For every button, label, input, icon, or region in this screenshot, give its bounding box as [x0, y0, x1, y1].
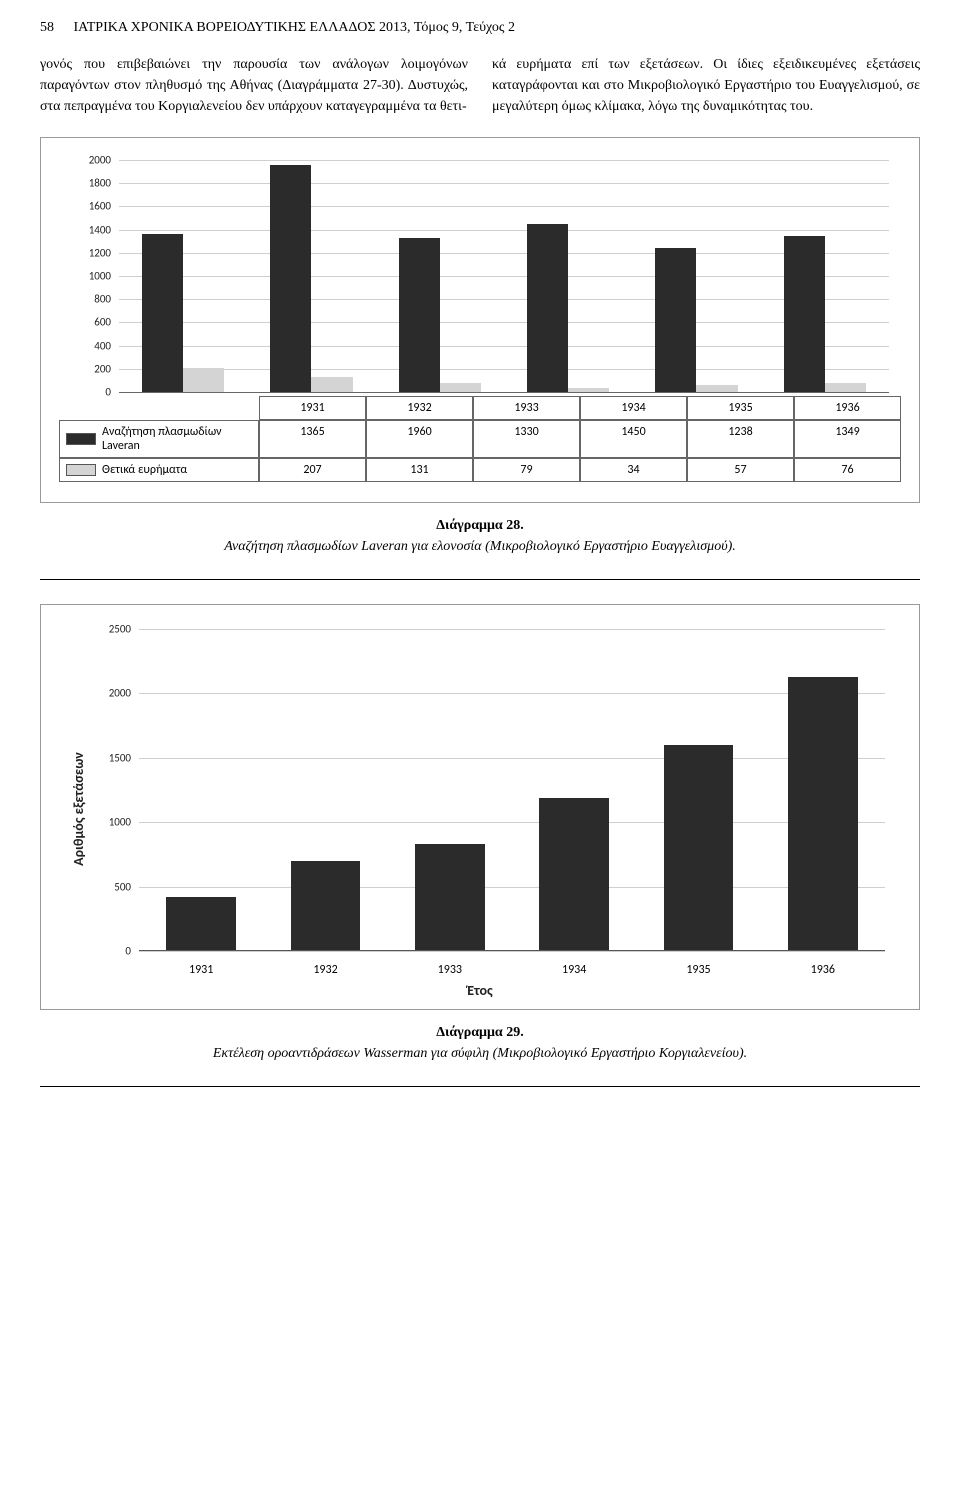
chart29-xcat: 1931 — [139, 963, 263, 977]
chart28-bar-light — [183, 368, 224, 392]
chart28-bar-dark — [399, 238, 440, 392]
chart28-ytick: 1600 — [89, 200, 111, 213]
chart28-ytick: 200 — [94, 362, 111, 375]
chart29-plot: 05001000150020002500 — [139, 629, 885, 951]
chart29-xcat: 1936 — [761, 963, 885, 977]
chart28-bar-dark — [655, 248, 696, 392]
body-col-right: κά ευρήματα επί των εξετάσεων. Οι ίδιες … — [492, 54, 920, 117]
chart28-bar-light — [440, 383, 481, 392]
chart28-value-cell: 207 — [259, 458, 366, 482]
chart28-bar-dark — [784, 236, 825, 392]
chart28-value-cell: 1349 — [794, 420, 901, 458]
chart29-bar — [166, 897, 236, 951]
chart28-ytick: 400 — [94, 339, 111, 352]
chart28-value-cell: 76 — [794, 458, 901, 482]
chart28-ytick: 800 — [94, 293, 111, 306]
chart28-value-cell: 57 — [687, 458, 794, 482]
chart28-ytick: 1400 — [89, 223, 111, 236]
caption-29: Διάγραμμα 29. Εκτέλεση οροαντιδράσεων Wa… — [40, 1022, 920, 1064]
legend-swatch — [66, 433, 96, 445]
chart29-baseline — [139, 950, 885, 951]
chart29-ytick: 2500 — [109, 623, 131, 636]
legend-swatch — [66, 464, 96, 476]
caption-28: Διάγραμμα 28. Αναζήτηση πλασμωδίων Laver… — [40, 515, 920, 557]
chart28-value-cell: 79 — [473, 458, 580, 482]
chart28-bar-light — [825, 383, 866, 392]
divider-2 — [40, 1086, 920, 1087]
legend-label: Αναζήτηση πλασμωδίων Laveran — [102, 425, 252, 453]
body-text: γονός που επιβεβαιώνει την παρουσία των … — [40, 54, 920, 117]
chart28-year-cell: 1934 — [580, 396, 687, 420]
chart29-ytick: 1500 — [109, 751, 131, 764]
chart28-bar-dark — [270, 165, 311, 392]
caption-29-text: Εκτέλεση οροαντιδράσεων Wasserman για σύ… — [213, 1046, 747, 1061]
chart29-xcat: 1935 — [636, 963, 760, 977]
legend-label: Θετικά ευρήματα — [102, 463, 187, 477]
chart28-value-cell: 1365 — [259, 420, 366, 458]
chart28-bar-dark — [142, 234, 183, 392]
chart29-bar — [415, 844, 485, 951]
caption-29-title: Διάγραμμα 29. — [40, 1022, 920, 1043]
chart29-ytick: 1000 — [109, 816, 131, 829]
chart28-series-head: Θετικά ευρήματα — [59, 458, 259, 482]
chart29-xcat: 1933 — [388, 963, 512, 977]
chart28-ytick: 600 — [94, 316, 111, 329]
figure-28: 0200400600800100012001400160018002000193… — [40, 137, 920, 503]
chart28-ytick: 2000 — [89, 154, 111, 167]
chart28-year-cell: 1931 — [259, 396, 366, 420]
chart28-value-cell: 1330 — [473, 420, 580, 458]
caption-28-text: Αναζήτηση πλασμωδίων Laveran για ελονοσί… — [224, 539, 736, 554]
chart28-ytick: 1800 — [89, 177, 111, 190]
page-number: 58 — [40, 20, 54, 35]
chart28-bar-dark — [527, 224, 568, 392]
chart28-bar-light — [696, 385, 737, 392]
chart28-year-cell: 1932 — [366, 396, 473, 420]
divider-1 — [40, 579, 920, 580]
running-title: ΙΑΤΡΙΚΑ ΧΡΟΝΙΚΑ ΒΟΡΕΙΟΔΥΤΙΚΗΣ ΕΛΛΑΔΟΣ 20… — [74, 20, 515, 35]
chart28-value-cell: 34 — [580, 458, 687, 482]
chart29-xaxis: 193119321933193419351936 — [139, 963, 885, 977]
caption-28-title: Διάγραμμα 28. — [40, 515, 920, 536]
chart28-year-cell: 1933 — [473, 396, 580, 420]
chart28-value-cell: 1960 — [366, 420, 473, 458]
chart29-ytick: 500 — [114, 880, 131, 893]
figure-29: Αριθμός εξετάσεων 05001000150020002500 1… — [40, 604, 920, 1010]
chart28-year-cell: 1936 — [794, 396, 901, 420]
chart29-bar — [291, 861, 361, 951]
chart28-series-head: Αναζήτηση πλασμωδίων Laveran — [59, 420, 259, 458]
chart28-value-cell: 1238 — [687, 420, 794, 458]
chart28-bar-light — [311, 377, 352, 392]
chart28-year-cell: 1935 — [687, 396, 794, 420]
chart29-ytick: 2000 — [109, 687, 131, 700]
chart29-xlabel: Έτος — [59, 982, 901, 999]
chart28-ytick: 1000 — [89, 270, 111, 283]
chart29-ytick: 0 — [125, 945, 131, 958]
chart29-ylabel: Αριθμός εξετάσεων — [70, 752, 87, 866]
chart28-value-cell: 131 — [366, 458, 473, 482]
page-header: 58 ΙΑΤΡΙΚΑ ΧΡΟΝΙΚΑ ΒΟΡΕΙΟΔΥΤΙΚΗΣ ΕΛΛΑΔΟΣ… — [40, 20, 920, 36]
chart28-value-cell: 1450 — [580, 420, 687, 458]
chart29: Αριθμός εξετάσεων 05001000150020002500 1… — [59, 619, 901, 999]
chart29-bar — [664, 745, 734, 951]
body-col-left: γονός που επιβεβαιώνει την παρουσία των … — [40, 54, 468, 117]
chart29-bar — [539, 798, 609, 951]
chart28-ytick: 1200 — [89, 246, 111, 259]
chart29-xcat: 1932 — [263, 963, 387, 977]
chart29-xcat: 1934 — [512, 963, 636, 977]
chart29-bar — [788, 677, 858, 951]
chart28: 0200400600800100012001400160018002000193… — [59, 152, 901, 492]
